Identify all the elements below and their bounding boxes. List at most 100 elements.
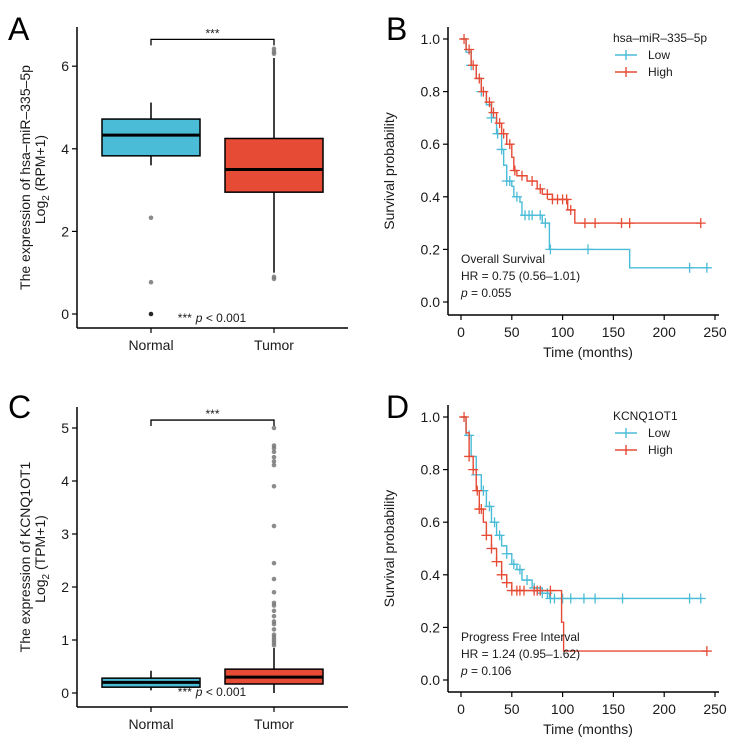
survival-curve-low: [461, 416, 701, 600]
y-axis-label-subscript: 2: [41, 573, 52, 579]
annotation-endpoint: Overall Survival: [461, 252, 545, 266]
p-value-label: *** p < 0.001: [178, 685, 247, 699]
x-tick-label: 150: [602, 324, 626, 340]
censor-mark: [508, 559, 519, 570]
outlier-point: [271, 608, 277, 614]
y-axis-label-units: (TPM+1): [32, 515, 48, 574]
legend-label-low: Low: [648, 48, 670, 62]
censor-mark: [494, 118, 505, 129]
outlier-point: [271, 560, 277, 566]
y-tick-label: 0.2: [421, 619, 441, 635]
censor-mark: [496, 569, 507, 580]
y-tick-label: 1.0: [421, 31, 441, 47]
censor-mark: [590, 593, 601, 604]
censor-mark: [486, 112, 497, 123]
legend-label-low: Low: [648, 426, 670, 440]
y-tick-label: 0: [61, 685, 69, 701]
x-tick-label: Normal: [128, 716, 173, 732]
censor-mark: [565, 593, 576, 604]
legend-key-high: [615, 445, 637, 455]
censor-mark: [542, 189, 553, 200]
y-tick-label: 0.0: [421, 672, 441, 688]
annotation-hr: HR = 0.75 (0.56–1.01): [461, 269, 580, 283]
outlier-point: [271, 523, 277, 529]
outlier-point: [271, 484, 277, 489]
censor-mark: [518, 585, 529, 596]
y-axis-label: The expression of hsa–miR–335–5pLog2 (RP…: [17, 65, 52, 290]
censor-mark: [701, 262, 712, 273]
censor-mark: [484, 501, 495, 512]
annotation-p-value: p = 0.055: [460, 286, 512, 300]
outlier-point: [271, 449, 277, 455]
censor-mark: [476, 504, 487, 515]
x-tick-label: 0: [457, 701, 465, 717]
legend-title: KCNQ1OT1: [613, 409, 678, 423]
annotation-p-value: p = 0.106: [460, 664, 512, 678]
km-plot-d: 0.0 0.2 0.4 0.6 0.8 1.0 0 50 100 150 200 250 Time (m…: [381, 405, 727, 737]
censor-mark: [464, 44, 475, 55]
x-tick-label: 100: [551, 701, 575, 717]
censor-mark: [472, 485, 483, 496]
y-tick-label: 0.6: [421, 136, 441, 152]
outlier-point: [271, 454, 277, 460]
p-value-text: = 0.055: [468, 286, 512, 300]
y-axis-label-subscript: 2: [41, 195, 52, 201]
x-tick-label: 250: [703, 324, 727, 340]
censor-mark: [488, 107, 499, 118]
censor-mark: [535, 210, 546, 221]
outlier-point: [271, 590, 277, 595]
p-value-text: < 0.001: [202, 685, 246, 699]
y-axis-label-log: Log: [32, 201, 48, 224]
y-tick-label: 6: [61, 58, 69, 74]
outlier-point: [271, 425, 277, 431]
censor-mark: [504, 139, 515, 150]
y-tick-label: 5: [61, 420, 69, 436]
panel-letter-a: A: [8, 11, 30, 47]
y-tick-label: 0.6: [421, 514, 441, 530]
censor-mark: [561, 194, 572, 205]
x-tick-label: 150: [602, 701, 626, 717]
outlier-point: [271, 443, 277, 448]
censor-mark: [516, 170, 527, 181]
legend-key-low: [615, 428, 637, 438]
p-value-label: *** p < 0.001: [178, 311, 247, 325]
p-symbol: p: [195, 685, 203, 699]
y-axis-label-line1: The expression of KCNQ1OT1: [17, 461, 33, 652]
y-tick-label: 0.0: [421, 294, 441, 310]
significance-bracket: [150, 419, 275, 427]
p-value-text: = 0.106: [468, 664, 512, 678]
outlier-point: [148, 215, 154, 221]
legend-title: hsa–miR–335–5p: [613, 31, 707, 45]
censor-mark: [491, 556, 502, 567]
box-tumor: [224, 137, 324, 193]
censor-mark: [509, 165, 520, 176]
x-tick-label: 200: [653, 324, 677, 340]
p-symbol: p: [460, 664, 468, 678]
censor-mark: [481, 530, 492, 541]
censor-mark: [464, 451, 475, 462]
censor-mark: [579, 218, 590, 229]
censor-mark: [498, 128, 509, 139]
outlier-point: [271, 627, 277, 632]
x-axis-label: Time (months): [543, 721, 633, 737]
censor-mark: [504, 176, 515, 187]
censor-mark: [459, 412, 470, 422]
x-tick-label: 50: [504, 324, 520, 340]
legend-label-high: High: [648, 65, 673, 79]
censor-mark: [590, 218, 601, 229]
y-tick-label: 3: [61, 526, 69, 542]
censor-mark: [545, 585, 556, 596]
censor-mark: [494, 530, 505, 541]
significance-stars: ***: [205, 26, 219, 40]
censor-mark: [617, 593, 628, 604]
censor-mark: [522, 575, 533, 586]
annotation-hr: HR = 1.24 (0.95–1.62): [461, 647, 580, 661]
censor-mark: [478, 86, 489, 97]
censor-mark: [624, 218, 635, 229]
y-tick-label: 0: [61, 306, 69, 322]
y-tick-label: 0.8: [421, 84, 441, 100]
censor-mark: [459, 34, 470, 44]
annotation-endpoint: Progress Free Interval: [461, 630, 580, 644]
